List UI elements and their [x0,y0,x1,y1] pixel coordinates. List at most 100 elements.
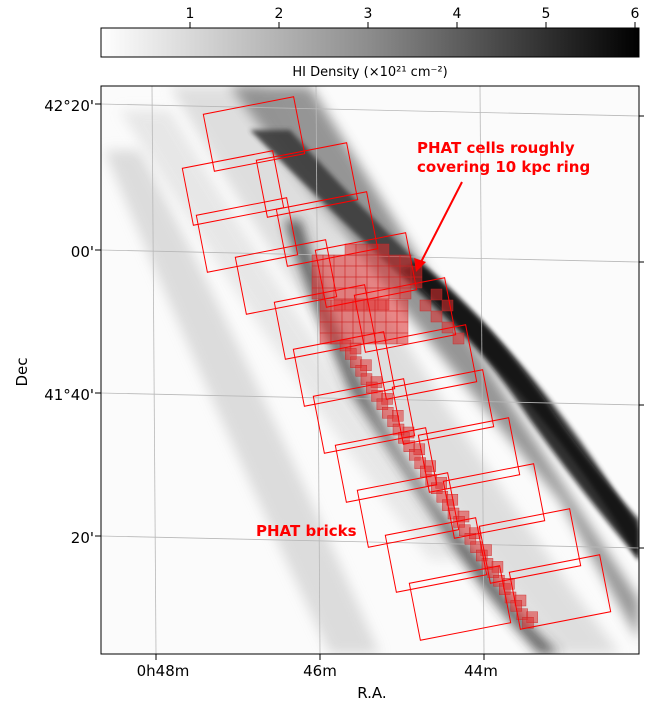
phat-cell [366,265,379,278]
phat-brick [356,472,460,548]
phat-cell [355,243,368,256]
phat-brick [478,508,582,584]
phat-cell [363,310,376,323]
phat-cell [355,265,368,278]
phat-brick [314,232,418,308]
phat-brick [334,427,438,503]
phat-cell [385,299,398,312]
phat-cell [319,310,332,323]
phat-cell [396,332,409,345]
phat-brick [391,369,495,445]
ra-grid-line [315,86,321,654]
phat-brick [353,277,457,353]
colorbar-tick-label: 6 [631,6,640,22]
phat-cell [399,254,412,267]
phat-cell [499,583,511,595]
phat-cell [330,310,343,323]
y-tick-20: 20' [71,529,94,547]
phat-cell [374,310,387,323]
dec-grid-line [101,103,639,117]
ring-dense-lane [400,262,639,560]
phat-cell [319,321,332,334]
colorbar-tick-label: 3 [364,6,373,22]
phat-brick [202,96,306,172]
phat-brick [292,331,396,407]
phat-cell [396,321,409,334]
cells-annotation-line2: covering 10 kpc ring [417,158,590,176]
phat-cell [330,321,343,334]
phat-cell [385,310,398,323]
phat-cell [333,265,346,278]
phat-cell [355,254,368,267]
cells-annotation-arrow [419,181,463,265]
phat-cell [430,310,443,323]
phat-cell [344,265,357,278]
phat-cell [399,265,412,278]
phat-cell [344,254,357,267]
phat-cell [377,265,390,278]
phat-cell [366,254,379,267]
colorbar: 1 2 3 4 5 6 HI Density (×10²¹ cm⁻²) [100,6,640,80]
phat-cell [366,276,379,289]
cells-annotation-line1: PHAT cells roughly [417,139,575,157]
phat-cell [374,299,387,312]
y-tick-41-40: 41°40' [44,386,94,404]
phat-cell [399,287,412,300]
phat-cell [341,321,354,334]
colorbar-label: HI Density (×10²¹ cm⁻²) [292,65,447,80]
colorbar-gradient [100,27,640,58]
y-tick-42-20: 42°20' [44,97,94,115]
phat-cell [396,299,409,312]
cells-annotation: PHAT cells roughly covering 10 kpc ring [414,139,590,272]
phat-cell [385,321,398,334]
phat-cell [388,254,401,267]
phat-cell [396,310,409,323]
phat-cell [352,321,365,334]
phat-brick [374,324,478,400]
phat-brick [312,378,416,454]
phat-cell [452,332,465,345]
coordinate-grid [101,86,639,654]
colorbar-tick-label: 5 [542,6,551,22]
bricks-annotation: PHAT bricks [256,522,357,540]
phat-cell [322,276,335,289]
phat-brick [255,142,359,218]
x-axis-label: R.A. [357,684,386,702]
y-axis-label: Dec [13,357,31,386]
map-frame [100,85,640,655]
phat-brick [234,239,338,315]
y-tick-00: 00' [71,243,94,261]
dec-grid-line [101,535,639,549]
phat-cell [388,265,401,278]
phat-brick [195,197,299,273]
phat-cell [341,310,354,323]
phat-brick [508,554,612,630]
phat-brick [273,284,377,360]
hi-map-panel [100,85,640,655]
phat-cell [377,254,390,267]
inner-emission-arm [104,150,380,654]
phat-brick [181,150,285,226]
cells-annotation-arrowhead [414,258,426,272]
ra-grid-line [151,86,157,654]
phat-brick [442,463,546,539]
phat-cell [430,288,443,301]
colorbar-tick-label: 1 [186,6,195,22]
colorbar-tick-label: 4 [453,6,462,22]
phat-cell [311,265,324,278]
phat-brick [275,191,379,267]
phat-brick [384,517,488,593]
phat-brick [408,565,512,641]
colorbar-tick-label: 2 [275,6,284,22]
phat-cell [333,276,346,289]
x-tick-44m: 44m [464,662,498,680]
phat-cell [441,299,454,312]
x-tick-46m: 46m [303,662,337,680]
phat-cell [374,321,387,334]
dec-grid-line [101,392,639,406]
outer-emission [170,86,620,654]
phat-bricks [181,96,612,641]
phat-cell [419,299,432,312]
phat-brick [417,417,521,493]
